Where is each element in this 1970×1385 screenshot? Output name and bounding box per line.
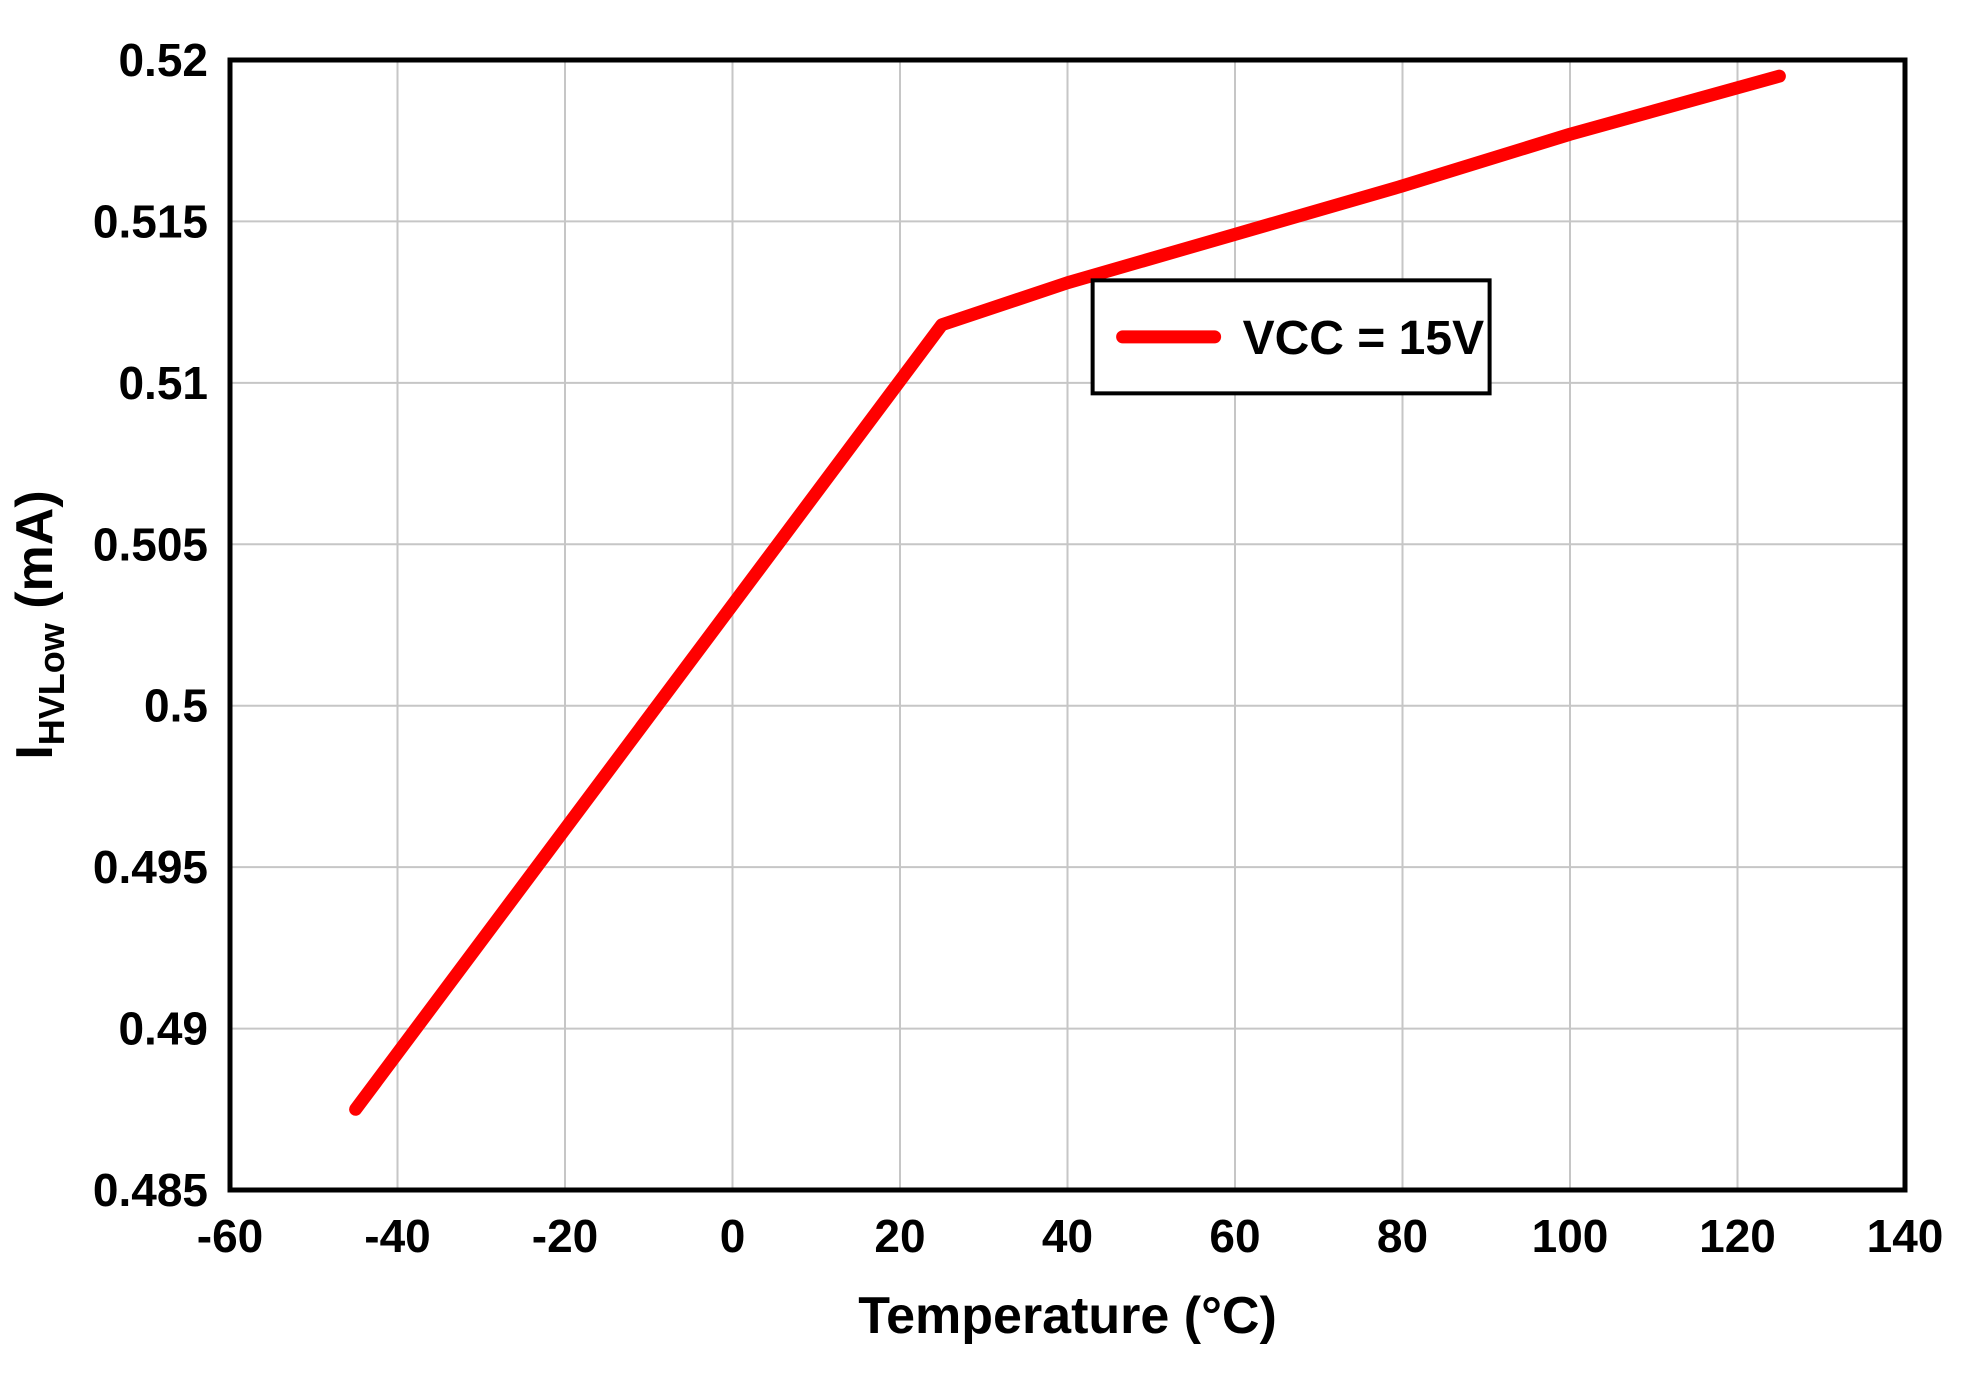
x-tick-label: 0: [720, 1210, 746, 1262]
x-tick-label: 60: [1209, 1210, 1260, 1262]
x-tick-label: -40: [364, 1210, 430, 1262]
y-tick-label: 0.495: [93, 841, 208, 893]
y-tick-label: 0.485: [93, 1164, 208, 1216]
y-tick-label: 0.5: [144, 680, 208, 732]
x-tick-label: 120: [1699, 1210, 1776, 1262]
x-tick-label: 20: [874, 1210, 925, 1262]
plot-border: [227, 57, 1908, 1193]
x-tick-label: 100: [1532, 1210, 1609, 1262]
x-tick-label: -20: [532, 1210, 598, 1262]
y-tick-label: 0.515: [93, 195, 208, 247]
y-tick-label: 0.51: [118, 357, 208, 409]
y-axis-title: IHVLow (mA): [6, 490, 72, 759]
y-tick-label: 0.52: [118, 34, 208, 86]
x-tick-label: 80: [1377, 1210, 1428, 1262]
y-tick-label: 0.49: [118, 1003, 208, 1055]
legend-label: VCC = 15V: [1243, 312, 1484, 365]
series-line-vcc-15v: [349, 69, 1786, 1116]
x-axis-title: Temperature (°C): [858, 1287, 1277, 1345]
legend: VCC = 15V: [1090, 278, 1492, 396]
x-tick-label: 40: [1042, 1210, 1093, 1262]
y-tick-label: 0.505: [93, 518, 208, 570]
x-tick-label: 140: [1867, 1210, 1944, 1262]
x-tick-label: -60: [197, 1210, 263, 1262]
